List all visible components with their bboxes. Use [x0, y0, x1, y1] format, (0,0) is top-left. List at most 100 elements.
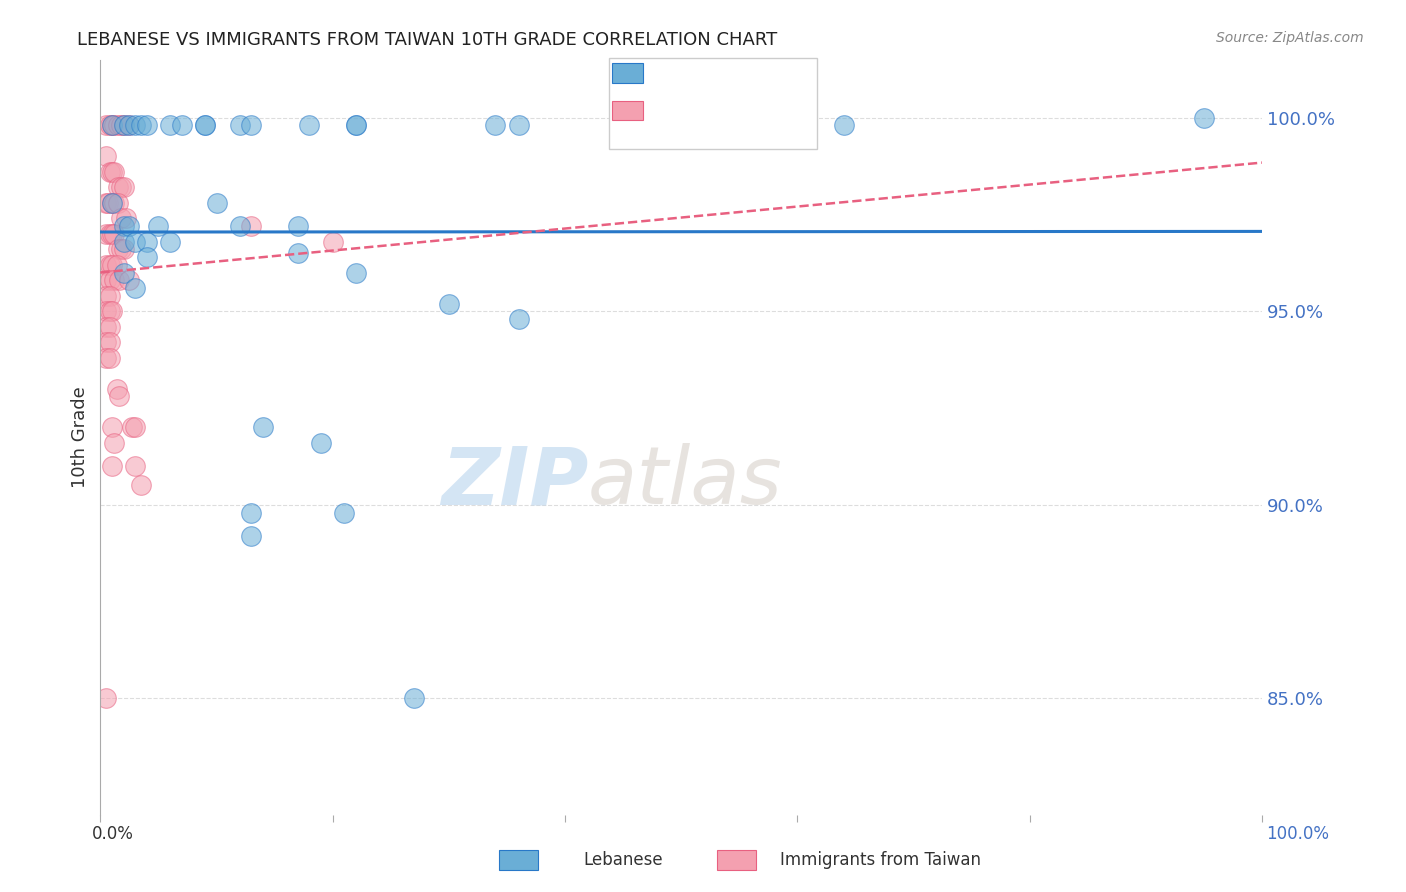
Point: [112, 235, 135, 249]
Point: [96, 691, 118, 706]
Point: [108, 273, 131, 287]
Point: [240, 506, 263, 520]
Point: [96, 351, 118, 365]
Point: [298, 119, 321, 133]
Point: [508, 119, 530, 133]
Point: [96, 119, 118, 133]
Point: [194, 119, 217, 133]
Point: [135, 250, 157, 264]
Point: [112, 119, 135, 133]
Point: [124, 119, 146, 133]
Point: [101, 195, 124, 210]
Point: [110, 119, 132, 133]
Point: [194, 119, 217, 133]
Point: [107, 242, 129, 256]
Point: [108, 389, 131, 403]
Point: [98, 304, 121, 318]
Text: 0.243: 0.243: [682, 67, 738, 86]
Point: [107, 119, 129, 133]
Text: Lebanese: Lebanese: [583, 851, 664, 869]
Point: [103, 119, 125, 133]
Point: [96, 289, 118, 303]
Point: [101, 165, 124, 179]
Point: [101, 227, 124, 241]
Point: [508, 312, 530, 326]
Point: [107, 180, 129, 194]
Point: [402, 691, 425, 706]
Text: N =: N =: [738, 104, 794, 123]
Point: [101, 304, 124, 318]
Text: R =: R =: [651, 67, 693, 86]
Point: [96, 319, 118, 334]
Point: [96, 273, 118, 287]
Point: [96, 258, 118, 272]
Point: [96, 149, 118, 163]
Point: [96, 227, 118, 241]
Text: R =: R =: [651, 104, 693, 123]
Point: [110, 211, 132, 226]
Point: [112, 266, 135, 280]
Point: [98, 351, 121, 365]
Point: [103, 436, 125, 450]
Point: [112, 219, 135, 233]
Point: [98, 258, 121, 272]
Point: [118, 219, 141, 233]
Point: [98, 319, 121, 334]
Text: atlas: atlas: [588, 443, 783, 522]
Point: [110, 242, 132, 256]
Point: [103, 165, 125, 179]
Point: [98, 335, 121, 350]
Text: LEBANESE VS IMMIGRANTS FROM TAIWAN 10TH GRADE CORRELATION CHART: LEBANESE VS IMMIGRANTS FROM TAIWAN 10TH …: [77, 31, 778, 49]
Point: [124, 459, 146, 474]
Point: [135, 235, 157, 249]
Point: [287, 246, 309, 260]
Point: [129, 119, 152, 133]
Point: [98, 165, 121, 179]
Text: 0.002: 0.002: [682, 104, 737, 123]
Point: [344, 119, 367, 133]
Text: 94: 94: [780, 104, 806, 123]
Point: [118, 119, 141, 133]
Point: [98, 227, 121, 241]
Point: [287, 219, 309, 233]
Point: [101, 459, 124, 474]
Point: [118, 119, 141, 133]
Point: [229, 119, 252, 133]
Point: [101, 119, 124, 133]
Point: [112, 180, 135, 194]
Point: [97, 195, 120, 210]
Point: [240, 219, 263, 233]
Point: [101, 420, 124, 434]
Point: [333, 506, 356, 520]
Point: [98, 273, 121, 287]
Point: [107, 195, 129, 210]
Point: [437, 296, 460, 310]
Point: [101, 119, 124, 133]
Point: [103, 195, 125, 210]
Point: [124, 235, 146, 249]
Point: [96, 195, 118, 210]
Point: [98, 289, 121, 303]
Point: [229, 219, 252, 233]
Point: [121, 420, 143, 434]
Text: Immigrants from Taiwan: Immigrants from Taiwan: [780, 851, 981, 869]
Point: [103, 273, 125, 287]
Point: [124, 281, 146, 295]
Point: [170, 119, 193, 133]
Point: [105, 258, 128, 272]
Point: [98, 119, 121, 133]
Point: [124, 420, 146, 434]
Y-axis label: 10th Grade: 10th Grade: [72, 386, 89, 488]
Text: Source: ZipAtlas.com: Source: ZipAtlas.com: [1216, 31, 1364, 45]
Point: [309, 436, 332, 450]
Point: [135, 119, 157, 133]
Point: [115, 211, 138, 226]
Text: N =: N =: [738, 67, 794, 86]
Point: [101, 258, 124, 272]
Point: [101, 195, 124, 210]
Point: [322, 235, 344, 249]
Point: [252, 420, 274, 434]
Point: [148, 219, 170, 233]
Point: [832, 119, 855, 133]
Point: [112, 242, 135, 256]
